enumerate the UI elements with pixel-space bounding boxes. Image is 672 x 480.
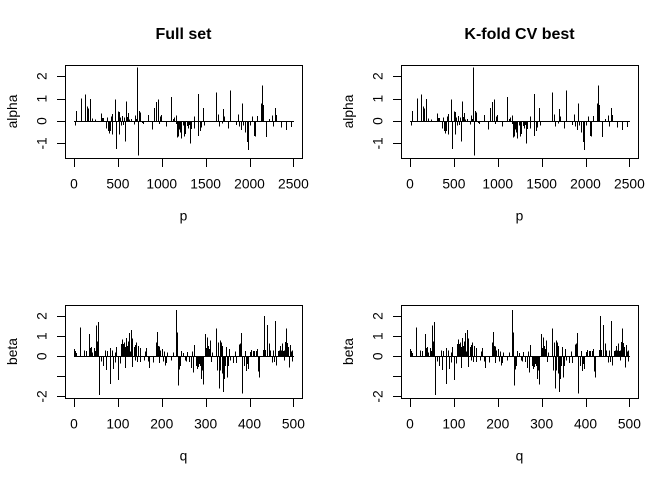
svg-text:1500: 1500 <box>526 177 557 192</box>
svg-text:0: 0 <box>406 417 414 432</box>
svg-text:100: 100 <box>106 417 129 432</box>
svg-text:1: 1 <box>35 332 50 340</box>
svg-text:p: p <box>180 209 188 224</box>
svg-text:0: 0 <box>70 417 78 432</box>
svg-text:1000: 1000 <box>146 177 177 192</box>
svg-text:400: 400 <box>238 417 261 432</box>
svg-text:2: 2 <box>35 72 50 80</box>
svg-text:1: 1 <box>371 95 386 103</box>
svg-text:Full set: Full set <box>155 26 212 43</box>
svg-text:beta: beta <box>5 338 20 365</box>
svg-text:500: 500 <box>618 417 641 432</box>
svg-text:q: q <box>180 449 188 464</box>
svg-text:300: 300 <box>194 417 217 432</box>
svg-text:p: p <box>516 209 524 224</box>
svg-text:500: 500 <box>106 177 129 192</box>
svg-text:alpha: alpha <box>341 94 356 128</box>
svg-text:0: 0 <box>70 177 78 192</box>
svg-text:2: 2 <box>35 312 50 320</box>
svg-text:0: 0 <box>35 117 50 125</box>
svg-text:beta: beta <box>341 338 356 365</box>
svg-text:0: 0 <box>371 352 386 360</box>
svg-text:2000: 2000 <box>570 177 601 192</box>
svg-text:300: 300 <box>530 417 553 432</box>
svg-text:-1: -1 <box>371 137 386 149</box>
svg-text:0: 0 <box>406 177 414 192</box>
svg-text:500: 500 <box>282 417 305 432</box>
svg-text:-2: -2 <box>35 390 50 402</box>
svg-text:2: 2 <box>371 312 386 320</box>
svg-text:alpha: alpha <box>5 94 20 128</box>
svg-text:200: 200 <box>150 417 173 432</box>
svg-text:0: 0 <box>35 352 50 360</box>
svg-text:1500: 1500 <box>190 177 221 192</box>
svg-text:q: q <box>516 449 524 464</box>
svg-text:500: 500 <box>442 177 465 192</box>
svg-text:400: 400 <box>574 417 597 432</box>
svg-text:-1: -1 <box>35 137 50 149</box>
svg-text:2500: 2500 <box>614 177 645 192</box>
svg-text:1000: 1000 <box>482 177 513 192</box>
svg-text:100: 100 <box>442 417 465 432</box>
svg-text:0: 0 <box>371 117 386 125</box>
svg-text:K-fold CV best: K-fold CV best <box>464 26 575 43</box>
svg-text:200: 200 <box>486 417 509 432</box>
svg-text:2: 2 <box>371 72 386 80</box>
svg-text:-2: -2 <box>371 390 386 402</box>
svg-text:1: 1 <box>371 332 386 340</box>
svg-text:2500: 2500 <box>278 177 309 192</box>
svg-text:1: 1 <box>35 95 50 103</box>
svg-text:2000: 2000 <box>234 177 265 192</box>
